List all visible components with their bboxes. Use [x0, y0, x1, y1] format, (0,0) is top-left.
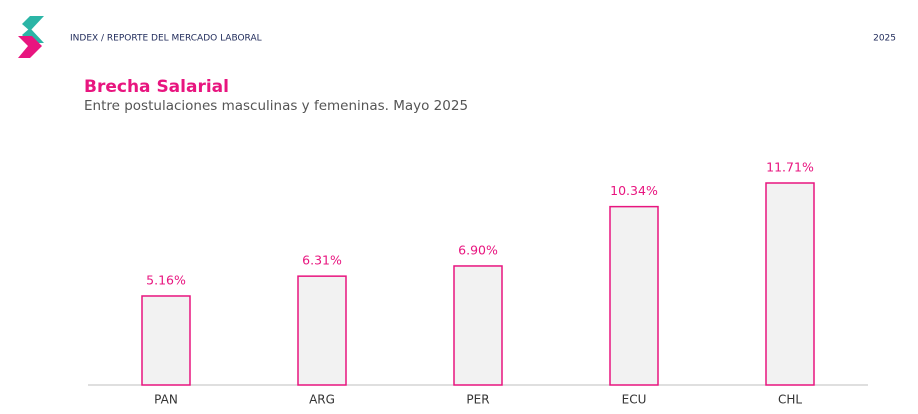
value-label: 5.16% [146, 272, 186, 287]
bar [453, 265, 503, 386]
logo-pink [18, 36, 42, 58]
logo [18, 16, 44, 58]
x-tick-label: ECU [622, 393, 647, 407]
bar [297, 275, 347, 386]
bar [609, 205, 659, 386]
logo-teal [22, 16, 44, 31]
bar [141, 295, 191, 386]
x-tick-label: PER [466, 393, 489, 407]
year: 2025 [873, 34, 896, 44]
value-label: 6.90% [458, 242, 498, 257]
chart-title: Brecha Salarial [84, 77, 229, 97]
breadcrumb: INDEX / REPORTE DEL MERCADO LABORAL [70, 34, 262, 44]
value-label: 6.31% [302, 253, 342, 268]
x-tick-label: PAN [154, 393, 178, 407]
value-label: 10.34% [610, 183, 658, 198]
x-tick-label: ARG [309, 393, 335, 407]
bar [765, 182, 815, 386]
x-tick-label: CHL [778, 393, 802, 407]
chart-subtitle: Entre postulaciones masculinas y femenin… [84, 98, 468, 114]
value-label: 11.71% [766, 160, 814, 175]
